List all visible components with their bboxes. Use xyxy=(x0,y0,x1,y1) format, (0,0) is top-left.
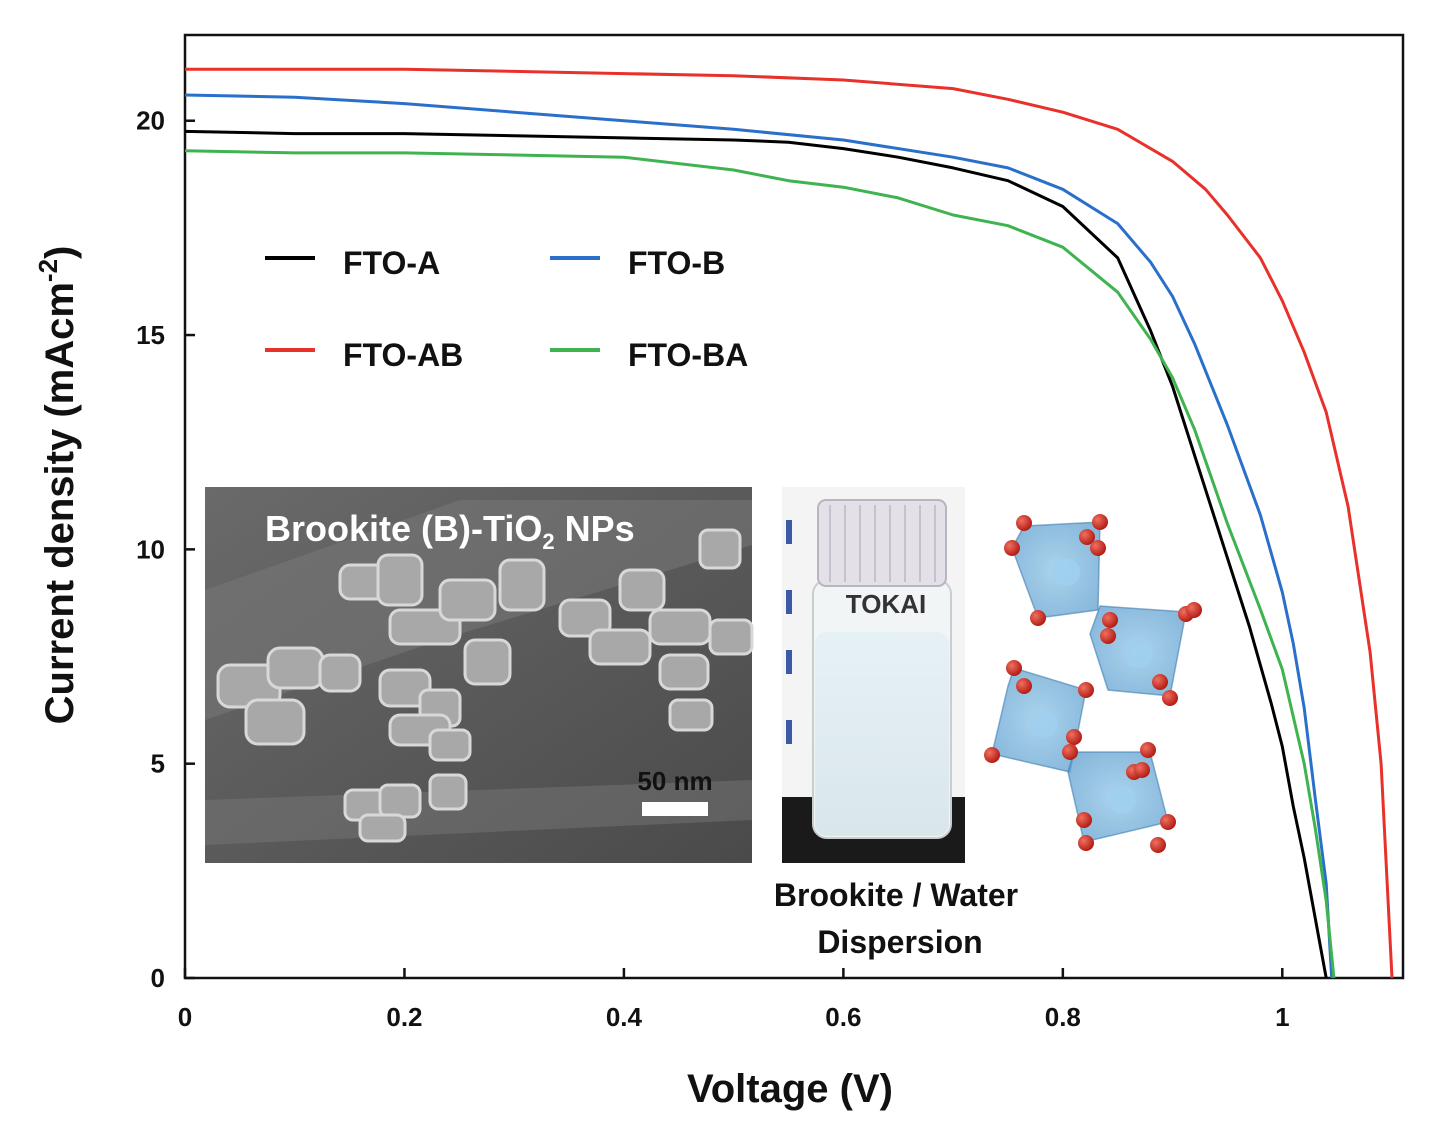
y-tick-label: 0 xyxy=(151,963,165,993)
series-line-fto-a xyxy=(184,129,1328,979)
y-tick-label: 20 xyxy=(136,106,165,136)
legend-label-fto-ab: FTO-AB xyxy=(343,337,463,373)
bottle-photo-inset: TOKAI Brookite / Water Dispersion xyxy=(774,487,1018,960)
bottle-brand-label: TOKAI xyxy=(846,589,926,619)
y-tick-label: 15 xyxy=(136,320,165,350)
x-tick-label: 0.8 xyxy=(1045,1002,1081,1032)
x-tick-label: 0.4 xyxy=(606,1002,643,1032)
x-tick-label: 0 xyxy=(178,1002,192,1032)
svg-text:Brookite (B)-TiO2 NPs: Brookite (B)-TiO2 NPs xyxy=(265,508,635,554)
y-axis: 0 5 10 15 20 xyxy=(136,106,195,993)
series-layer xyxy=(184,67,1394,979)
scale-bar xyxy=(642,802,708,816)
y-axis-title: Current density (mAcm-2) xyxy=(33,246,82,725)
legend: FTO-A FTO-AB FTO-B FTO-BA xyxy=(265,245,748,373)
plot-frame xyxy=(183,33,1405,980)
x-tick-label: 0.2 xyxy=(386,1002,422,1032)
scale-bar-label: 50 nm xyxy=(637,766,712,796)
sem-image-inset: Brookite (B)-TiO2 NPs 50 nm xyxy=(205,487,754,863)
legend-label-fto-ba: FTO-BA xyxy=(628,337,748,373)
y-tick-label: 5 xyxy=(151,749,165,779)
legend-label-fto-b: FTO-B xyxy=(628,245,725,281)
x-tick-label: 0.6 xyxy=(825,1002,861,1032)
x-axis: 0 0.2 0.4 0.6 0.8 1 xyxy=(178,968,1290,1032)
y-tick-label: 10 xyxy=(136,534,165,564)
series-line-fto-ba xyxy=(184,149,1336,979)
x-axis-title: Voltage (V) xyxy=(687,1067,893,1111)
series-line-fto-ab xyxy=(185,67,1394,979)
dispersion-caption-line1: Brookite / Water xyxy=(774,877,1018,913)
legend-label-fto-a: FTO-A xyxy=(343,245,440,281)
crystal-structure-inset xyxy=(984,514,1202,853)
dispersion-caption-line2: Dispersion xyxy=(817,924,982,960)
series-line-fto-b xyxy=(184,93,1334,979)
x-tick-label: 1 xyxy=(1275,1002,1289,1032)
